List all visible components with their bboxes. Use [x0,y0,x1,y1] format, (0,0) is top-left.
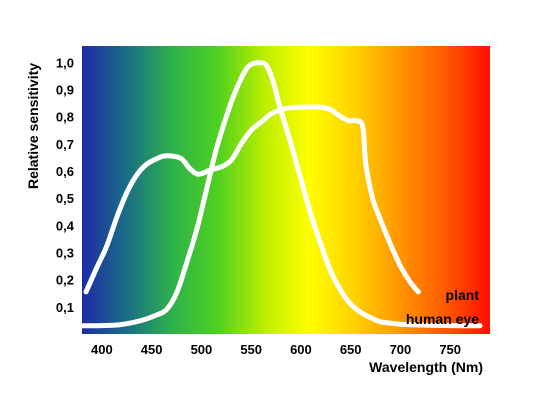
y-tick-label: 0,2 [56,273,74,288]
x-tick-label: 650 [340,342,362,357]
series-line-plant [83,104,421,295]
x-tick-label: 550 [240,342,262,357]
annotation-plant: plant [446,287,480,303]
x-tick-label: 500 [191,342,213,357]
y-tick-label: 0,1 [56,300,74,315]
x-axis-label: Wavelength (Nm) [369,359,483,375]
y-tick-label: 0,8 [56,110,74,125]
y-tick-label: 0,4 [56,218,75,233]
y-axis-label: Relative sensitivity [25,63,41,189]
y-tick-label: 0,7 [56,137,74,152]
y-tick-label: 1,0 [56,55,74,70]
series-line-human-eye [82,60,483,329]
y-axis-ticks: 0,1 0,2 0,3 0,4 0,5 0,6 0,7 0,8 0,9 1,0 [56,55,75,315]
x-tick-label: 450 [141,342,163,357]
y-tick-label: 0,3 [56,245,74,260]
x-tick-label: 700 [390,342,412,357]
plot-area [82,60,483,329]
y-tick-label: 0,5 [56,191,74,206]
y-tick-label: 0,9 [56,82,74,97]
x-tick-label: 750 [439,342,461,357]
annotation-human-eye: human eye [406,311,479,327]
x-tick-label: 400 [91,342,113,357]
x-tick-label: 600 [290,342,312,357]
y-tick-label: 0,6 [56,164,74,179]
plot-background [82,46,490,334]
x-axis-ticks: 400 450 500 550 600 650 700 750 [91,342,461,357]
